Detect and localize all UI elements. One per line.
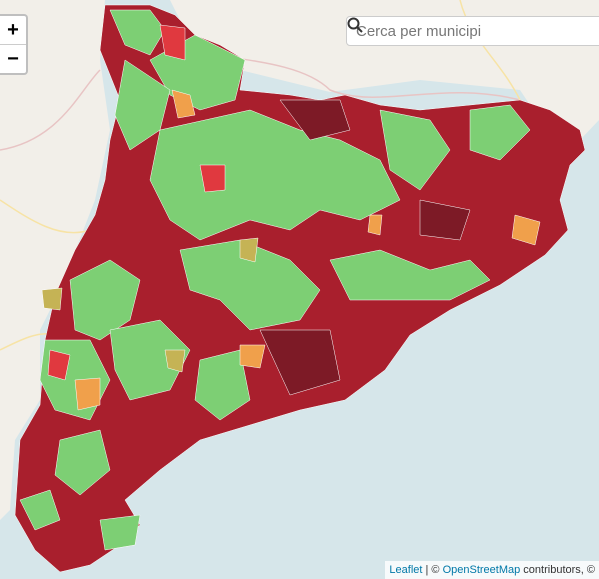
land [0, 0, 599, 520]
attribution-contributors: contributors, © [520, 564, 595, 576]
zoom-out[interactable]: − [0, 44, 26, 73]
zoom-in[interactable]: + [7, 19, 19, 41]
region-red [47, 24, 226, 381]
attribution-separator: | © [422, 564, 443, 576]
region-darkred [259, 99, 471, 396]
zoom-control: + − [0, 14, 28, 75]
region-olive [41, 237, 259, 373]
region-green [19, 9, 531, 551]
attribution: Leaflet | © OpenStreetMap contributors, … [385, 561, 599, 579]
leaflet-link[interactable]: Leaflet [389, 564, 423, 576]
osm-link[interactable]: OpenStreetMap [442, 564, 521, 576]
search-placeholder: Cerca per municipi [356, 23, 482, 40]
search-box[interactable]: Cerca per municipi [346, 16, 599, 46]
region-orange [74, 89, 541, 411]
search-icon[interactable] [347, 17, 363, 33]
